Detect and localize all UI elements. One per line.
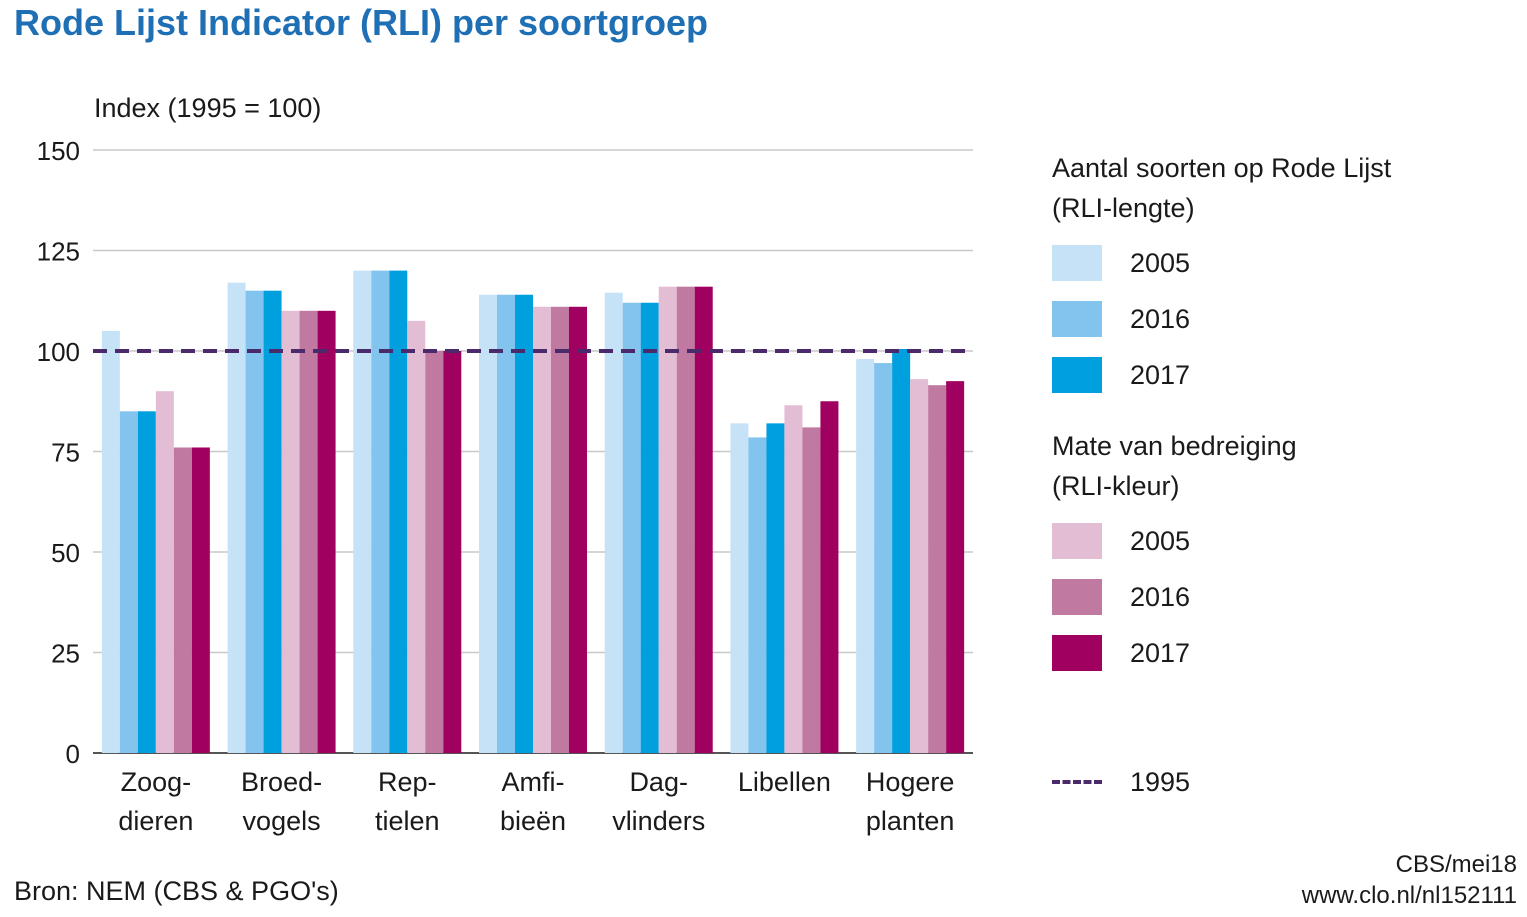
bar-color-2017-4 [694, 286, 713, 753]
bar-length-2016-5 [748, 437, 767, 753]
legend-label-color-2016: 2016 [1130, 582, 1191, 612]
y-tick-label: 100 [37, 337, 80, 367]
legend-label-color-2005: 2005 [1130, 526, 1191, 556]
bar-length-2005-5 [730, 423, 749, 753]
legend-label-color-2017: 2017 [1130, 638, 1191, 668]
x-tick-label: dieren [118, 806, 193, 836]
y-tick-label: 25 [51, 639, 80, 669]
legend-swatch-color-2005 [1052, 523, 1102, 559]
bar-color-2005-3 [533, 306, 551, 753]
x-tick-label: tielen [375, 806, 440, 836]
bar-color-2017-1 [317, 310, 336, 753]
bar-length-2016-4 [622, 302, 641, 753]
bar-length-2016-6 [874, 363, 893, 753]
bar-color-2017-0 [191, 447, 210, 753]
bar-color-2016-6 [928, 385, 947, 753]
credit-line-2: www.clo.nl/nl152111 [1301, 882, 1517, 909]
x-tick-label: Libellen [738, 767, 831, 797]
y-tick-label: 75 [51, 438, 80, 468]
x-tick-label: Dag- [629, 767, 688, 797]
x-tick-label: Rep- [378, 767, 437, 797]
x-tick-label: Hogere [866, 767, 955, 797]
bar-length-2017-6 [892, 348, 911, 753]
bar-length-2017-2 [389, 270, 408, 753]
bar-length-2016-1 [245, 290, 264, 753]
bar-length-2017-3 [515, 294, 533, 753]
bar-length-2016-2 [371, 270, 390, 753]
x-tick-label: planten [866, 806, 955, 836]
bar-length-2005-2 [353, 270, 372, 753]
x-tick-label: Zoog- [121, 767, 192, 797]
legend-swatch-color-2016 [1052, 579, 1102, 615]
bar-color-2005-6 [910, 379, 929, 753]
y-tick-label: 0 [66, 739, 80, 769]
bar-length-2016-0 [119, 411, 138, 753]
bar-color-2005-2 [407, 320, 426, 753]
bar-chart: 0 25 50 75 100 125 150 Zoog-dieren Broed-vogels R… [37, 136, 973, 836]
bar-color-2005-4 [658, 286, 677, 753]
legend-swatch-length-2016 [1052, 301, 1102, 337]
legend-swatch-length-2017 [1052, 357, 1102, 393]
bar-color-2017-6 [946, 381, 965, 753]
bar-length-2005-0 [101, 330, 120, 753]
x-tick-label: Broed- [241, 767, 322, 797]
legend-swatch-length-2005 [1052, 245, 1102, 281]
legend-label-length-2005: 2005 [1130, 248, 1191, 278]
bar-length-2017-1 [263, 290, 282, 753]
bar-length-2005-6 [856, 359, 875, 753]
legend-label-length-2017: 2017 [1130, 360, 1191, 390]
bar-color-2005-1 [281, 310, 300, 753]
bar-color-2016-4 [676, 286, 695, 753]
legend-group-length-title-line1: Aantal soorten op Rode Lijst [1052, 153, 1392, 183]
bar-color-2017-3 [569, 306, 587, 753]
x-tick-label: vlinders [612, 806, 705, 836]
y-axis-label: Index (1995 = 100) [94, 93, 322, 123]
y-tick-label: 125 [37, 237, 80, 267]
credit-line-1: CBS/mei18 [1395, 851, 1517, 878]
chart-title: Rode Lijst Indicator (RLI) per soortgroe… [14, 2, 709, 43]
bar-color-2016-5 [802, 427, 821, 753]
bar-length-2017-4 [640, 302, 659, 753]
bar-color-2017-2 [443, 351, 462, 753]
legend-swatch-color-2017 [1052, 635, 1102, 671]
legend-group-length-title: Aantal soorten op Rode Lijst (RLI-lengte… [1052, 148, 1391, 228]
bar-color-2005-0 [155, 391, 174, 753]
bar-color-2016-0 [173, 447, 192, 753]
bar-length-2017-5 [766, 423, 785, 753]
bar-color-2017-5 [820, 401, 839, 753]
bar-color-2016-2 [425, 351, 444, 753]
legend-group-color-title-line2: (RLI-kleur) [1052, 471, 1180, 501]
bar-color-2016-3 [551, 306, 569, 753]
bar-length-2005-3 [479, 294, 497, 753]
bar-length-2005-4 [604, 292, 623, 753]
x-tick-label: bieën [500, 806, 566, 836]
bar-length-2016-3 [497, 294, 515, 753]
legend-swatch-reference-1995 [1052, 780, 1102, 784]
bar-color-2005-5 [784, 405, 803, 753]
legend-group-color-title: Mate van bedreiging (RLI-kleur) [1052, 426, 1297, 506]
legend-group-length-title-line2: (RLI-lengte) [1052, 193, 1195, 223]
bar-length-2005-1 [227, 282, 246, 753]
legend-label-length-2016: 2016 [1130, 304, 1191, 334]
y-tick-label: 150 [37, 136, 80, 166]
source-note: Bron: NEM (CBS & PGO's) [14, 876, 339, 906]
bar-length-2017-0 [137, 411, 156, 753]
legend-label-reference-1995: 1995 [1130, 767, 1191, 797]
legend-group-color-title-line1: Mate van bedreiging [1052, 431, 1297, 461]
x-tick-label: Amfi- [502, 767, 565, 797]
x-tick-label: vogels [243, 806, 321, 836]
bar-color-2016-1 [299, 310, 318, 753]
y-tick-label: 50 [51, 538, 80, 568]
